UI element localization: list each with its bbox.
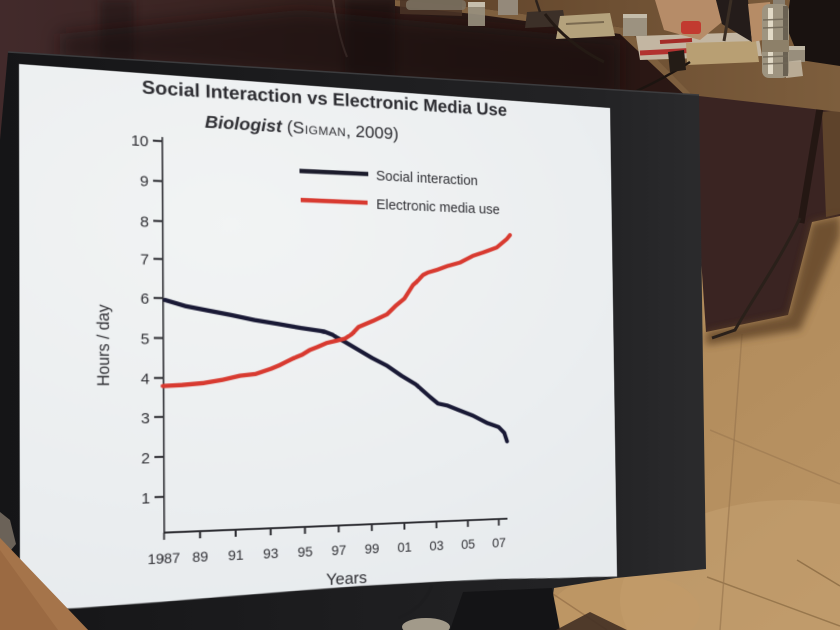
- svg-text:Hours / day: Hours / day: [94, 304, 113, 386]
- svg-text:3: 3: [141, 411, 150, 427]
- svg-text:99: 99: [365, 542, 380, 557]
- svg-text:95: 95: [298, 545, 313, 560]
- svg-text:03: 03: [430, 539, 444, 554]
- svg-text:5: 5: [141, 332, 150, 348]
- svg-text:2: 2: [141, 451, 150, 467]
- svg-text:89: 89: [192, 550, 208, 566]
- svg-text:07: 07: [492, 537, 506, 551]
- svg-text:01: 01: [397, 541, 411, 556]
- svg-text:1987: 1987: [148, 552, 181, 568]
- svg-text:9: 9: [140, 174, 149, 190]
- svg-text:91: 91: [228, 549, 244, 564]
- svg-text:6: 6: [140, 292, 149, 308]
- svg-text:Years: Years: [326, 569, 367, 589]
- svg-text:93: 93: [263, 547, 278, 562]
- svg-text:05: 05: [461, 538, 475, 552]
- svg-text:7: 7: [140, 253, 149, 269]
- svg-text:4: 4: [141, 372, 150, 388]
- svg-text:97: 97: [331, 544, 346, 559]
- svg-text:10: 10: [131, 133, 149, 150]
- svg-text:1: 1: [141, 491, 150, 507]
- svg-text:Electronic media use: Electronic media use: [376, 198, 500, 218]
- svg-text:8: 8: [140, 214, 149, 230]
- svg-text:Social interaction: Social interaction: [376, 169, 478, 189]
